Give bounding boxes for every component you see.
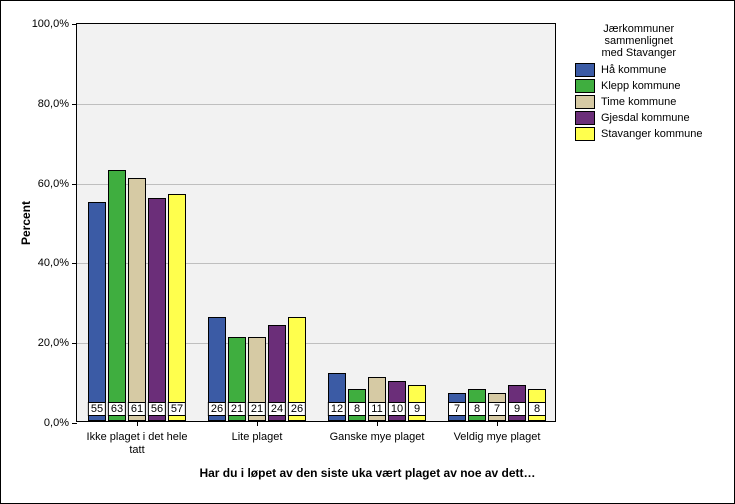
y-axis-title: Percent: [19, 200, 33, 244]
legend-item: Hå kommune: [575, 63, 703, 77]
bar-value-label: 10: [388, 402, 406, 416]
bar: 8: [468, 389, 486, 421]
bar-value-label: 7: [488, 402, 506, 416]
legend-swatch: [575, 127, 595, 141]
legend-swatch: [575, 63, 595, 77]
legend-label: Klepp kommune: [601, 80, 681, 92]
y-tick-label: 80,0%: [38, 98, 77, 110]
bar-value-label: 26: [208, 402, 226, 416]
bar-value-label: 21: [248, 402, 266, 416]
bar: 26: [208, 317, 226, 421]
bar-value-label: 55: [88, 402, 106, 416]
bar: 24: [268, 325, 286, 421]
bar: 26: [288, 317, 306, 421]
x-category-label: Veldig mye plaget: [454, 421, 541, 444]
bar-value-label: 8: [348, 402, 366, 416]
bar: 10: [388, 381, 406, 421]
bar: 55: [88, 202, 106, 421]
bar-value-label: 12: [328, 402, 346, 416]
bar-value-label: 24: [268, 402, 286, 416]
y-tick-label: 0,0%: [44, 417, 77, 429]
legend-label: Time kommune: [601, 96, 676, 108]
x-category-label: Lite plaget: [232, 421, 283, 444]
legend-item: Stavanger kommune: [575, 127, 703, 141]
bar-value-label: 56: [148, 402, 166, 416]
bar: 21: [248, 337, 266, 421]
bar: 57: [168, 194, 186, 421]
legend-item: Time kommune: [575, 95, 703, 109]
legend-label: Gjesdal kommune: [601, 112, 690, 124]
bar-value-label: 26: [288, 402, 306, 416]
bar: 56: [148, 198, 166, 421]
bar: 63: [108, 170, 126, 421]
bar-value-label: 61: [128, 402, 146, 416]
legend: Jærkommuner sammenlignet med Stavanger H…: [575, 23, 703, 143]
legend-label: Stavanger kommune: [601, 128, 703, 140]
x-category-label: Ikke plaget i det hele tatt: [87, 421, 188, 456]
gridline: [77, 104, 555, 105]
legend-item: Gjesdal kommune: [575, 111, 703, 125]
legend-label: Hå kommune: [601, 64, 666, 76]
legend-swatch: [575, 111, 595, 125]
bar-value-label: 21: [228, 402, 246, 416]
bar-value-label: 8: [528, 402, 546, 416]
x-category-label: Ganske mye plaget: [330, 421, 425, 444]
legend-item: Klepp kommune: [575, 79, 703, 93]
y-tick-label: 40,0%: [38, 257, 77, 269]
bar-value-label: 63: [108, 402, 126, 416]
y-tick-label: 100,0%: [32, 18, 77, 30]
bar-value-label: 57: [168, 402, 186, 416]
legend-swatch: [575, 79, 595, 93]
bar: 12: [328, 373, 346, 421]
bar: 21: [228, 337, 246, 421]
bar: 7: [488, 393, 506, 421]
bar: 9: [508, 385, 526, 421]
legend-swatch: [575, 95, 595, 109]
y-tick-label: 20,0%: [38, 337, 77, 349]
x-axis-title: Har du i løpet av den siste uka vært pla…: [1, 466, 734, 480]
y-tick-label: 60,0%: [38, 178, 77, 190]
legend-title: Jærkommuner sammenlignet med Stavanger: [575, 23, 703, 59]
bar-value-label: 11: [368, 402, 386, 416]
bar: 9: [408, 385, 426, 421]
gridline: [77, 184, 555, 185]
bar-value-label: 7: [448, 402, 466, 416]
bar: 11: [368, 377, 386, 421]
bar: 7: [448, 393, 466, 421]
bar-value-label: 8: [468, 402, 486, 416]
bar-value-label: 9: [508, 402, 526, 416]
bar-value-label: 9: [408, 402, 426, 416]
plot-area: 0,0%20,0%40,0%60,0%80,0%100,0%Ikke plage…: [76, 23, 556, 422]
bar: 8: [528, 389, 546, 421]
bar: 61: [128, 178, 146, 421]
figure: 0,0% 20,0% 40,0% 60,0% 80,0% 100,0% Ikke plage…: [0, 0, 735, 504]
bar: 8: [348, 389, 366, 421]
